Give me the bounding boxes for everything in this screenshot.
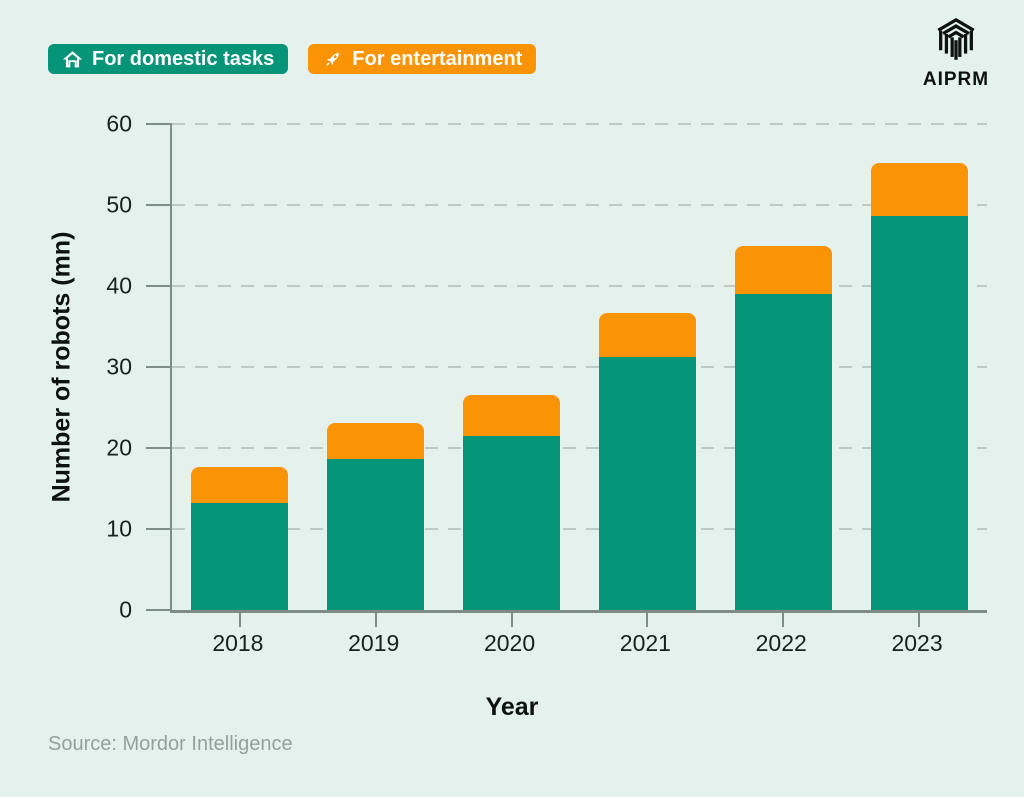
x-axis-tick	[918, 613, 921, 627]
aiprm-logo: AIPRM	[908, 16, 1004, 91]
aiprm-cube-icon	[908, 16, 1004, 67]
x-axis-tick-label: 2023	[891, 630, 943, 656]
rocket-icon	[322, 49, 343, 70]
x-axis-tick	[374, 613, 377, 627]
x-axis-tick	[510, 613, 513, 627]
y-axis-title: Number of robots (mn)	[47, 231, 76, 503]
y-axis-tick	[146, 447, 172, 450]
bar-segment-entertainment-2019	[327, 422, 425, 460]
x-axis-tick	[646, 613, 649, 627]
legend-item-label: For domestic tasks	[92, 48, 275, 70]
chart-legend: For domestic tasks For entertainment	[48, 44, 537, 74]
bar-segment-entertainment-2020	[463, 395, 561, 436]
x-axis-tick	[782, 613, 785, 627]
bar-segment-entertainment-2023	[870, 162, 968, 217]
bar-segment-domestic-2020	[463, 435, 561, 610]
y-axis-tick-labels: 0 10 20 30 40 50 60	[84, 112, 140, 621]
house-icon	[62, 49, 83, 70]
y-axis-tick-label: 50	[106, 191, 132, 218]
y-axis-tick	[146, 528, 172, 531]
bar-segment-entertainment-2018	[191, 467, 289, 504]
bar-segment-domestic-2021	[598, 357, 696, 610]
legend-item-label: For entertainment	[352, 48, 523, 70]
bar-segment-domestic-2023	[870, 216, 968, 610]
source-credit: Source: Mordor Intelligence	[48, 733, 293, 755]
y-axis-tick-label: 20	[106, 434, 132, 461]
y-axis-tick	[146, 204, 172, 206]
bar-segment-domestic-2018	[191, 503, 289, 610]
bar-group-2022	[734, 124, 832, 610]
bar-group-2021	[598, 124, 696, 610]
x-axis-tick-label: 2018	[212, 630, 264, 656]
x-axis-title: Year	[485, 693, 539, 721]
bar-group-2020	[463, 124, 561, 610]
x-axis-tick-label: 2022	[755, 630, 807, 656]
bar-segment-entertainment-2021	[598, 312, 696, 358]
plot-area	[146, 123, 987, 627]
x-axis-tick	[238, 613, 241, 627]
y-axis-tick-label: 40	[106, 272, 132, 299]
y-axis-tick	[146, 609, 172, 611]
bar-group-2019	[327, 124, 425, 610]
y-axis-tick	[146, 123, 172, 125]
bar-group-row	[172, 124, 987, 610]
x-axis-tick-label: 2020	[483, 630, 536, 656]
bar-segment-domestic-2022	[734, 294, 832, 610]
bar-group-2018	[191, 124, 289, 610]
y-axis-tick	[146, 366, 172, 368]
x-axis-tick-labels: 2018 2019 2020 2021 2022 2023	[170, 630, 985, 657]
legend-item-domestic: For domestic tasks	[48, 44, 289, 74]
y-axis-tick-label: 0	[119, 596, 132, 623]
bar-group-2023	[870, 124, 968, 610]
legend-item-entertainment: For entertainment	[308, 44, 537, 74]
aiprm-logo-text: AIPRM	[922, 69, 990, 90]
x-axis-tick-label: 2019	[348, 630, 400, 656]
y-axis-tick-label: 30	[106, 353, 132, 380]
bar-segment-domestic-2019	[327, 459, 425, 610]
bar-segment-entertainment-2022	[734, 245, 832, 295]
y-axis-tick	[146, 285, 172, 288]
x-axis-tick-label: 2021	[619, 630, 671, 656]
y-axis-tick-label: 10	[106, 515, 132, 542]
y-axis-tick-label: 60	[106, 110, 132, 137]
